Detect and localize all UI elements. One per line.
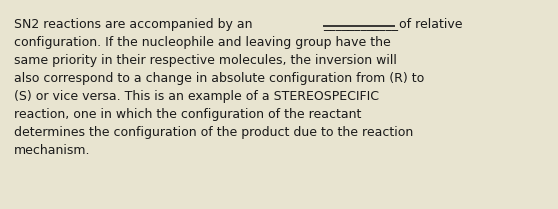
- Text: reaction, one in which the configuration of the reactant: reaction, one in which the configuration…: [14, 108, 362, 121]
- Text: of relative: of relative: [395, 18, 463, 31]
- Text: ____________: ____________: [323, 18, 398, 31]
- Text: configuration. If the nucleophile and leaving group have the: configuration. If the nucleophile and le…: [14, 36, 391, 49]
- Text: (S) or vice versa. This is an example of a STEREOSPECIFIC: (S) or vice versa. This is an example of…: [14, 90, 379, 103]
- Text: mechanism.: mechanism.: [14, 144, 90, 157]
- Text: SN2 reactions are accompanied by an: SN2 reactions are accompanied by an: [14, 18, 257, 31]
- Text: also correspond to a change in absolute configuration from (R) to: also correspond to a change in absolute …: [14, 72, 424, 85]
- Text: same priority in their respective molecules, the inversion will: same priority in their respective molecu…: [14, 54, 397, 67]
- Text: determines the configuration of the product due to the reaction: determines the configuration of the prod…: [14, 126, 413, 139]
